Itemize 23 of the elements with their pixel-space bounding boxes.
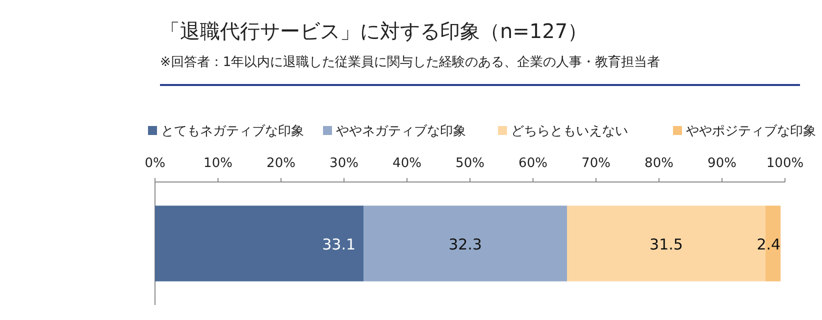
bar (364, 206, 568, 282)
x-tick-label: 0% (144, 156, 166, 171)
x-tick-label: 20% (266, 156, 296, 171)
data-label: 32.3 (448, 236, 482, 254)
data-label: 33.1 (322, 236, 356, 254)
legend-label: ややポジティブな印象 (686, 124, 816, 139)
data-label: 2.4 (756, 236, 781, 254)
chart-title: 「退職代行サービス」に対する印象（n=127） (160, 19, 588, 43)
legend-label: どちらともいえない (511, 124, 628, 139)
x-tick-label: 50% (456, 156, 484, 171)
x-tick-label: 100% (766, 156, 804, 171)
bar (155, 206, 364, 282)
legend-label: ややネガティブな印象 (336, 124, 466, 139)
data-label: 31.5 (650, 236, 683, 254)
x-tick-label: 60% (518, 156, 548, 171)
chart-subtitle: ※回答者：1年以内に退職した従業員に関与した経験のある、企業の人事・教育担当者 (160, 54, 660, 70)
x-tick-label: 30% (330, 156, 358, 171)
x-tick-label: 80% (644, 156, 674, 171)
x-tick-label: 10% (204, 156, 232, 171)
x-tick-label: 70% (582, 156, 610, 171)
x-tick-label: 40% (392, 156, 422, 171)
x-tick-label: 90% (708, 156, 736, 171)
legend-label: とてもネガティブな印象 (161, 124, 304, 139)
